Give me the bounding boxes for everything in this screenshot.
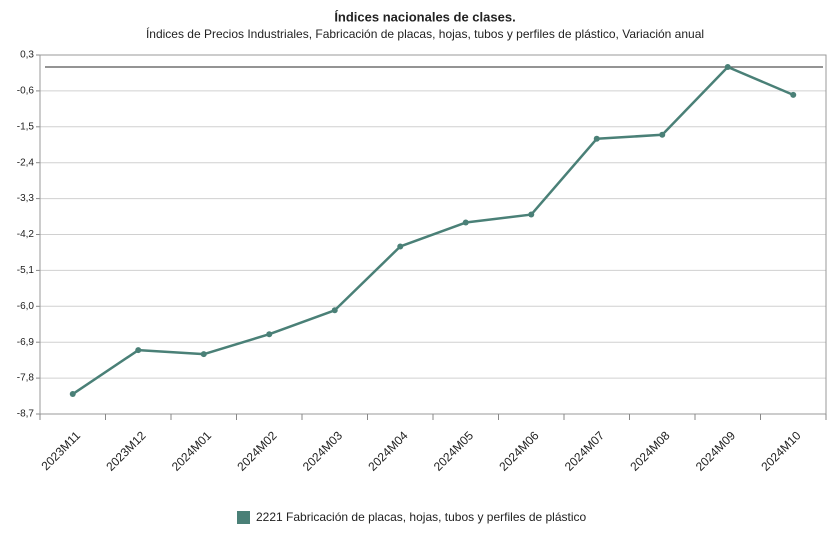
data-point [462,219,469,226]
x-tick-label: 2024M06 [496,428,542,474]
data-point [790,91,797,98]
y-tick-label: -0,6 [17,86,35,97]
data-point [135,347,142,354]
x-tick-label: 2024M08 [627,428,673,474]
chart-title: Índices nacionales de clases. [334,9,515,24]
y-tick-label: 0,3 [20,50,34,61]
data-point [528,211,535,218]
x-tick-label: 2024M05 [431,428,477,474]
x-tick-label: 2023M11 [38,428,83,473]
y-tick-label: -5,1 [17,265,35,276]
x-tick-label: 2024M03 [300,428,346,474]
x-tick-label: 2024M09 [693,428,739,474]
legend-label: 2221 Fabricación de placas, hojas, tubos… [256,510,587,524]
data-line [72,65,794,396]
legend-swatch [237,511,250,524]
chart-subtitle: Índices de Precios Industriales, Fabrica… [146,26,704,41]
y-tick-label: -6,0 [17,301,35,312]
data-point [724,63,731,70]
x-tick-label: 2023M12 [103,428,149,474]
y-tick-label: -2,4 [17,157,35,168]
y-tick-label: -8,7 [17,409,35,420]
y-tick-label: -6,9 [17,337,35,348]
data-point [331,307,338,314]
data-point [266,331,273,338]
x-tick-label: 2024M07 [562,428,608,474]
y-tick-label: -1,5 [17,121,35,132]
x-tick-label: 2024M02 [234,428,280,474]
y-tick-label: -7,8 [17,373,35,384]
data-point [593,135,600,142]
y-tick-label: -3,3 [17,193,35,204]
data-point [397,243,404,250]
data-point [200,351,207,358]
x-tick-label: 2024M10 [758,428,804,474]
data-point [69,391,76,398]
x-tick-label: 2024M04 [365,428,411,474]
data-point [659,131,666,138]
x-tick-label: 2024M01 [169,428,215,474]
y-tick-label: -4,2 [17,229,35,240]
